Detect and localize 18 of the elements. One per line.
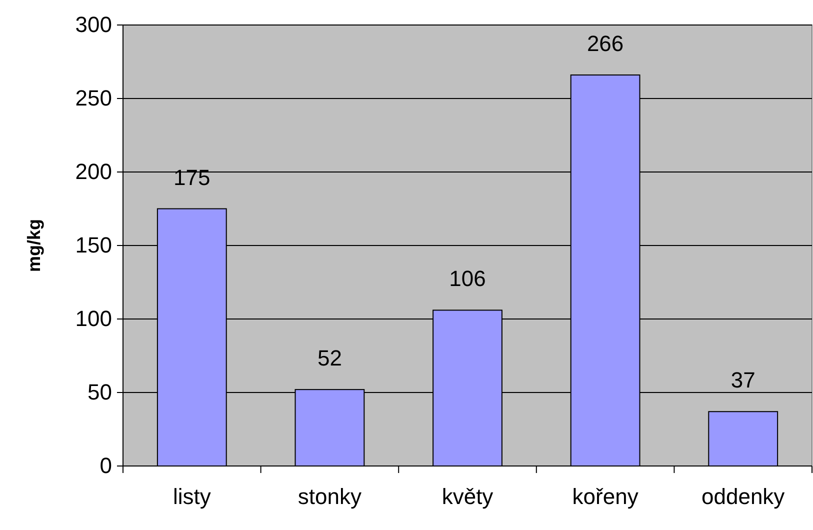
y-tick-label: 300 xyxy=(75,12,112,38)
x-tick-label: kořeny xyxy=(572,484,638,510)
x-tick-label: květy xyxy=(442,484,494,510)
data-label: 52 xyxy=(317,346,342,371)
x-tick-label: stonky xyxy=(298,484,362,510)
y-tick-label: 0 xyxy=(100,453,112,478)
y-tick-label: 50 xyxy=(88,380,112,405)
data-label: 266 xyxy=(586,30,624,56)
bar xyxy=(708,411,778,466)
y-tick-label: 250 xyxy=(75,86,112,111)
data-label: 106 xyxy=(449,266,486,292)
data-label: 37 xyxy=(730,368,756,393)
x-tick-label: listy xyxy=(172,484,211,510)
y-tick-label: 150 xyxy=(75,232,112,258)
x-tick-label: oddenky xyxy=(702,484,785,510)
y-tick-label: 100 xyxy=(75,306,112,332)
y-axis-title: mg/kg xyxy=(24,218,44,272)
y-tick-label: 200 xyxy=(75,159,112,184)
